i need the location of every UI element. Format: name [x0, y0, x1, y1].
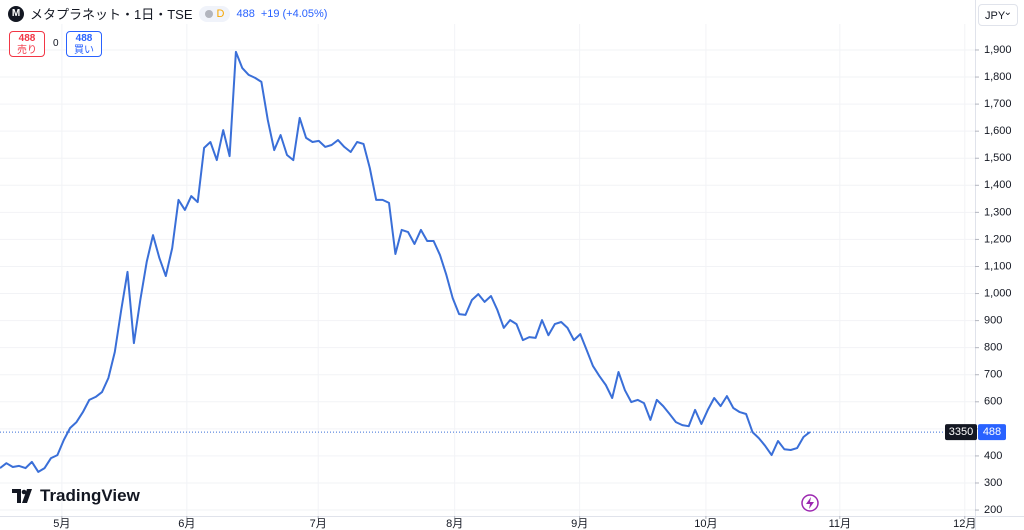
currency-select[interactable]: JPY [978, 2, 1018, 26]
x-tick-label: 9月 [571, 518, 588, 530]
y-tick-label: 900 [984, 315, 1002, 327]
x-tick-label: 6月 [178, 518, 195, 530]
y-tick-label: 800 [984, 342, 1002, 354]
y-tick-label: 1,700 [984, 98, 1012, 110]
y-tick-label: 1,200 [984, 233, 1012, 245]
y-tick-label: 200 [984, 504, 1002, 516]
buy-button[interactable]: 488 買い [66, 31, 102, 57]
symbol-title[interactable]: メタプラネット・1日・TSE [30, 7, 193, 22]
last-price-label: 488 [983, 426, 1001, 438]
status-letter: D [216, 7, 225, 20]
y-tick-label: 1,100 [984, 260, 1012, 272]
brand-logo [12, 489, 32, 503]
sell-button[interactable]: 488 売り [9, 31, 45, 57]
sell-price: 488 [18, 33, 36, 44]
y-tick-label: 1,500 [984, 152, 1012, 164]
price-line [0, 50, 811, 473]
quote-change-pct: (+4.05%) [282, 7, 328, 20]
buy-price: 488 [75, 33, 93, 44]
symbol-logo: M [8, 5, 24, 22]
sell-label: 売り [17, 45, 37, 56]
y-tick-label: 400 [984, 450, 1002, 462]
y-tick-label: 1,400 [984, 179, 1012, 191]
x-tick-label: 10月 [694, 518, 717, 530]
alert-bolt [806, 497, 814, 509]
x-tick-label: 8月 [446, 518, 463, 530]
y-tick-label: 1,600 [984, 125, 1012, 137]
last-price-box [978, 424, 1006, 441]
quote-change: +19 [260, 7, 280, 20]
grid [0, 24, 975, 516]
spread: 0 [53, 38, 59, 49]
buy-label: 買い [74, 45, 94, 56]
x-tick-label: 11月 [829, 518, 851, 530]
x-tick-label: 7月 [310, 518, 327, 530]
y-tick-label: 1,300 [984, 206, 1012, 218]
symbol-header: M メタプラネット・1日・TSE D 488 +19 (+4.05%) [8, 4, 327, 23]
x-tick-label: 12月 [953, 518, 976, 530]
symbol-code: 3350 [949, 426, 973, 438]
y-tick-label: 600 [984, 396, 1002, 408]
brand-name: TradingView [40, 486, 140, 505]
x-tick-label: 5月 [53, 518, 70, 530]
quote-price: 488 [236, 7, 255, 20]
y-tick-label: 1,000 [984, 287, 1012, 299]
y-tick-label: 700 [984, 369, 1002, 381]
y-tick-label: 1,900 [984, 44, 1012, 56]
symbol-code-box [945, 424, 977, 441]
branding: TradingView [12, 486, 140, 506]
market-status[interactable]: D [198, 5, 231, 22]
y-tick-label: 300 [984, 477, 1002, 489]
y-tick-label: 1,800 [984, 71, 1012, 83]
